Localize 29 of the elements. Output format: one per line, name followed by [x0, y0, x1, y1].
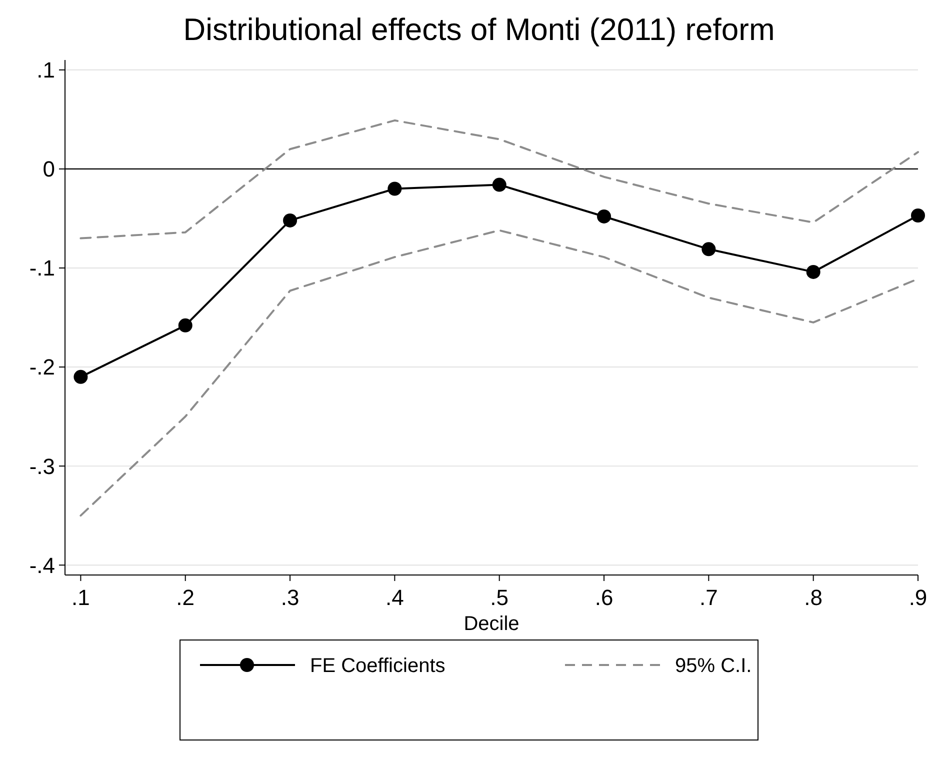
y-tick-label: -.4 — [29, 552, 55, 578]
x-tick-label: .6 — [594, 585, 614, 610]
y-tick-label: -.1 — [29, 256, 55, 281]
point — [911, 208, 925, 222]
x-tick-label: .2 — [176, 585, 195, 610]
x-axis-title: Decile — [464, 613, 520, 635]
point — [283, 213, 298, 228]
x-tick-label: .5 — [490, 585, 509, 610]
x-tick-label: .1 — [72, 585, 90, 610]
point — [74, 370, 88, 384]
x-tick-label: .4 — [386, 585, 404, 610]
y-tick-label: -.2 — [29, 354, 55, 380]
x-tick-label: .8 — [804, 585, 823, 610]
line-series — [80, 119, 919, 240]
x-tick-label: .9 — [908, 585, 928, 610]
y-tick-label: -.3 — [29, 454, 55, 479]
point — [806, 264, 820, 279]
point — [178, 318, 192, 332]
point — [492, 178, 506, 192]
x-tick-label: .7 — [699, 585, 718, 610]
legend-label: FE Coefficients — [310, 655, 446, 677]
point — [597, 209, 612, 224]
legend-label: 95% C.I. — [675, 655, 752, 677]
point — [388, 182, 402, 196]
point — [702, 242, 716, 256]
y-tick-label: 0 — [42, 156, 55, 182]
chart-title: Distributional effects of Monti (2011) reform — [183, 12, 775, 47]
y-tick-label: .1 — [36, 58, 55, 83]
x-tick-label: .3 — [280, 585, 300, 610]
